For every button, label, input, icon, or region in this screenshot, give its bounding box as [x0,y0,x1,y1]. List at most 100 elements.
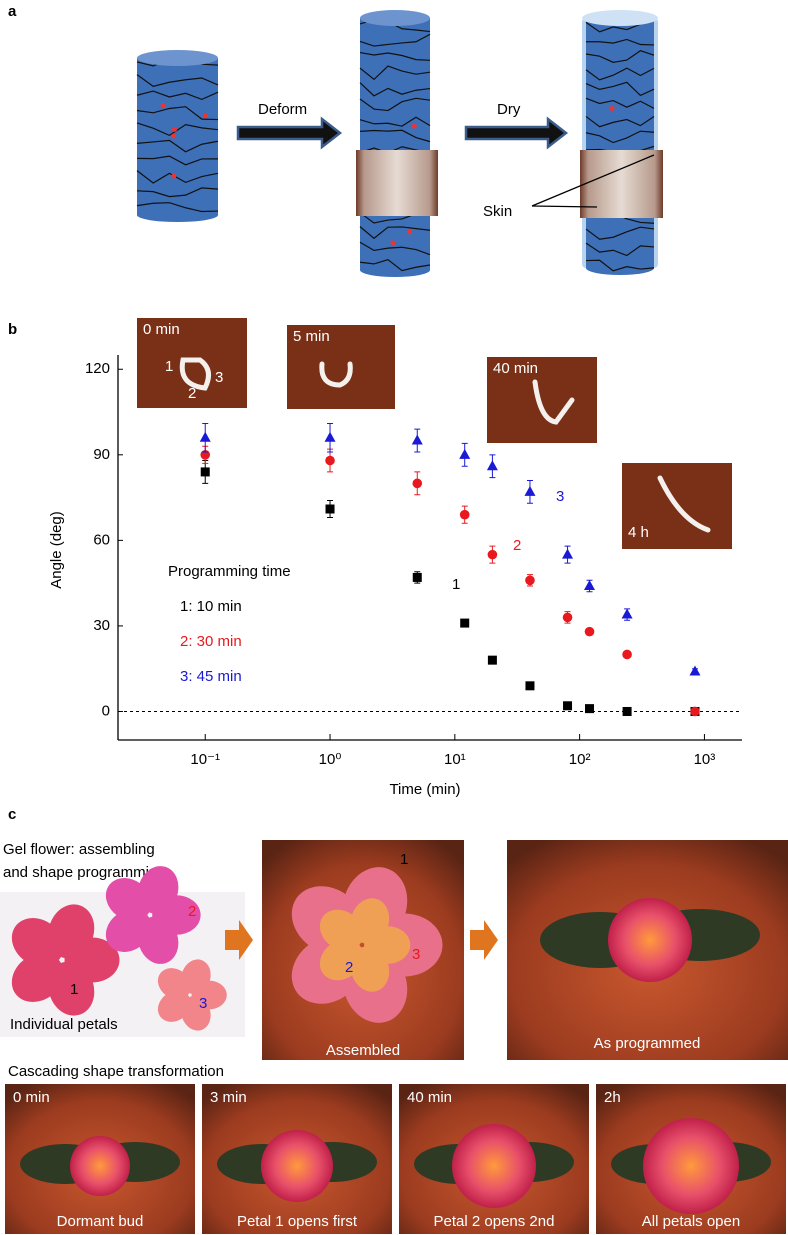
label: 5 min [293,328,330,345]
cylinder-top [137,50,218,66]
marker [199,431,211,442]
marker [459,509,470,520]
label: Time (min) [389,781,460,798]
inset-photo [287,325,395,409]
crack [136,122,219,137]
crack [136,170,219,184]
crack [136,187,219,198]
crack [359,65,431,81]
crack [136,202,219,213]
marker [562,612,573,623]
label: 30 [93,617,110,634]
label: 10⁰ [319,751,342,768]
label: 10⁻¹ [190,751,220,768]
pointer [531,154,655,208]
process-arrow [236,116,343,150]
label: Petal 2 opens 2nd [434,1213,555,1230]
crosslink [411,123,417,129]
inset-photo [137,318,247,408]
label: 3: 45 min [180,668,242,685]
crack [359,259,431,272]
label: 3 min [210,1089,247,1106]
bud [643,1118,739,1214]
petal [48,904,95,959]
gel-strip [657,475,711,533]
crack [136,139,219,153]
marker [690,706,700,717]
marker [486,460,498,471]
marker [563,701,573,711]
label: 2 [188,385,196,402]
marker [411,434,423,445]
crack [585,50,655,63]
bud [452,1124,536,1208]
label: 0 min [13,1089,50,1106]
marker [412,572,422,582]
cylinder-bottom [360,263,430,277]
label: 2 [513,537,521,554]
label: Angle (deg) [48,511,65,589]
marker [584,626,595,637]
crosslink [171,173,177,179]
marker [459,448,471,459]
label: b [8,321,17,338]
label: 120 [85,360,110,377]
label: 90 [93,446,110,463]
crack [585,130,655,144]
marker [584,580,596,590]
skin-band [580,150,663,218]
cylinder-bottom [137,208,218,222]
marker [460,618,470,628]
marker [525,575,535,586]
crack [585,226,655,240]
marker [689,665,701,676]
gel-strip [532,379,575,425]
label: 1 [70,981,78,998]
petal [181,959,211,995]
cylinder-top [360,10,430,26]
crack [585,97,655,109]
marker [487,655,497,665]
bud [70,1136,130,1196]
marker [622,649,632,660]
label: 1 [400,851,408,868]
label: 10³ [694,751,716,768]
marker [325,455,335,466]
gel-strip [179,357,212,391]
marker [200,467,210,477]
label: Skin [483,203,512,220]
bud [261,1130,333,1202]
marker [585,704,595,714]
petal [137,866,179,914]
marker [621,608,633,619]
label: 4 h [628,524,649,541]
crack [359,226,431,240]
crack [585,67,655,81]
label: 2h [604,1089,621,1106]
crosslink [202,113,208,119]
crack [585,242,655,257]
label: 3 [215,369,223,386]
label: Deform [258,101,307,118]
label: 0 [102,702,110,719]
label: 40 min [407,1089,452,1106]
crack [359,82,431,97]
crack [359,51,431,61]
marker [525,681,535,691]
label: 0 min [143,321,180,338]
crack [585,259,655,272]
label: 3 [556,488,564,505]
crack [359,97,431,112]
crosslink [609,105,615,111]
cylinder-bottom [586,261,654,275]
label: 60 [93,531,110,548]
petal [105,909,152,952]
marker [324,431,336,442]
label: 2: 30 min [180,633,242,650]
crack [136,90,219,101]
label: 3 [199,995,207,1012]
root: a b c Deform Dry Skin 0 30 60 90 120 10⁻¹ 10⁰ 10¹ 10² 1… [0,3,788,1234]
cylinder [586,18,654,268]
label: Petal 1 opens first [237,1213,358,1230]
